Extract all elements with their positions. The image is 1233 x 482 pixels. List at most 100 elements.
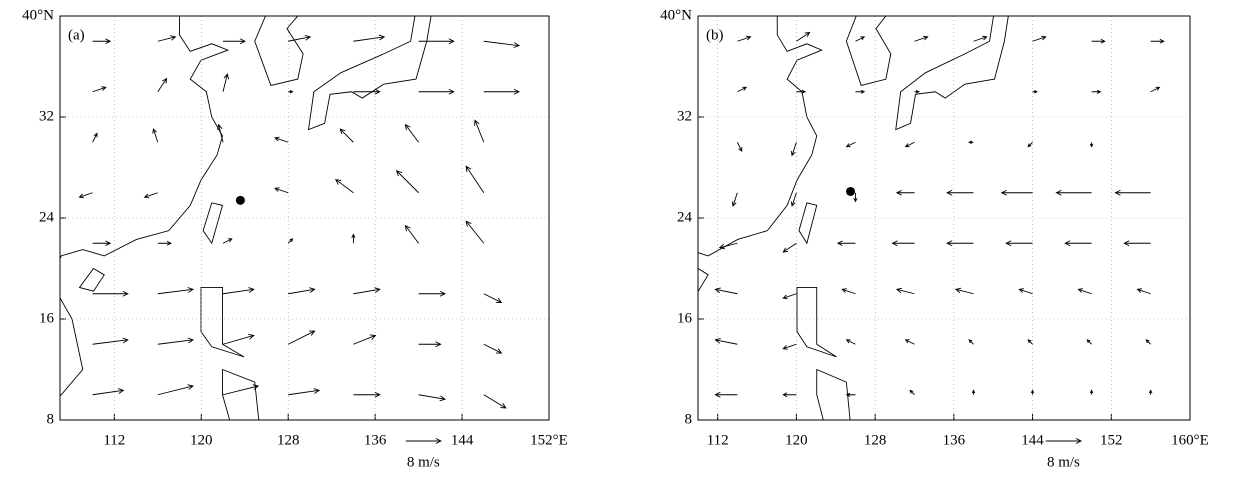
wind-vector [222,287,255,295]
wind-vector [404,123,419,143]
wind-vector [465,165,485,193]
wind-vector [855,89,866,94]
wind-vector [1089,389,1094,395]
wind-vector [92,290,129,297]
wind-vector [222,238,233,244]
coastlines [649,3,1009,432]
wind-vector [1027,141,1033,148]
reference-label: 8 m/s [1047,454,1080,470]
wind-vector [946,189,974,196]
wind-vector [845,339,856,345]
wind-vector [1064,240,1092,247]
wind-vector [855,36,866,42]
wind-vector [418,38,455,45]
x-tick-label: 144 [1021,432,1044,448]
wind-vector [954,287,974,295]
x-tick-label: 136 [364,432,387,448]
wind-vector [845,392,856,397]
y-tick-label: 40°N [660,7,692,23]
wind-vector [714,287,738,295]
wind-vector [465,220,485,244]
wind-vector [92,337,129,345]
wind-vector [1077,288,1092,295]
wind-vector [483,88,521,95]
wind-vector [718,242,738,250]
wind-vector [1027,339,1033,345]
wind-vector [92,132,98,143]
wind-vector [334,178,354,194]
wind-vector [895,190,915,196]
wind-vector [92,240,112,246]
panel-label: (b) [706,27,724,43]
wind-vector [418,290,447,297]
wind-vector [1032,90,1038,94]
x-tick-label: 120 [190,432,213,448]
wind-vector [418,394,446,402]
wind-vector [152,128,159,143]
wind-vector [353,287,381,295]
wind-vector [1145,339,1151,345]
wind-vector [157,337,194,345]
wind-vector [737,35,752,42]
wind-vector [395,170,419,194]
x-tick-label: 128 [864,432,887,448]
wind-vector [483,40,520,48]
wind-vector [836,240,856,246]
wind-vector [914,90,920,94]
wind-vector [474,119,485,143]
wind-vector [157,35,177,42]
wind-vector [1005,240,1033,247]
wind-vector [157,240,173,246]
x-tick-label: 112 [707,432,729,448]
wind-vector [288,34,312,42]
wind-vector [157,384,194,396]
wind-vector [157,77,168,92]
wind-vector [1091,89,1102,94]
wind-vector [353,334,377,345]
wind-vector [845,141,856,148]
wind-vector [1055,189,1092,196]
wind-vector [782,293,797,300]
wind-vector [853,192,858,203]
wind-vector [483,343,503,354]
wind-vector [968,339,974,345]
wind-vector [737,86,748,93]
x-tick-label: 128 [277,432,300,448]
wind-vector [782,242,797,253]
wind-vector [946,240,974,247]
point-marker [846,186,856,196]
wind-vector [968,140,974,144]
reference-vector [405,438,442,444]
wind-vector [287,238,294,244]
wind-vector [1150,86,1161,93]
wind-vector [1030,389,1035,395]
wind-vector [796,31,811,42]
wind-vector [287,330,316,345]
plot-frame [697,15,1191,421]
coastlines [40,3,432,432]
wind-vector [895,287,915,295]
x-tick-label: 152 [1100,432,1123,448]
wind-vector [217,123,224,143]
wind-vector [1114,189,1151,196]
wind-vector [909,389,915,396]
wind-vector [796,89,807,94]
wind-vector [1123,240,1151,247]
wind-vector [274,187,289,194]
wind-vector [222,333,255,345]
y-tick-label: 32 [677,108,692,124]
wind-vector [914,35,929,42]
wind-vector [351,233,356,244]
wind-vector [782,392,797,398]
wind-vector [143,192,158,199]
y-tick-label: 24 [677,209,693,225]
panel: 112 120 128 136 144 152°E 8 16 24 32 40°N (a) 8 m/s [22,7,568,470]
wind-vector [404,224,419,244]
wind-vector [1148,389,1153,395]
wind-vector [353,34,386,42]
wind-vector [78,192,93,199]
wind-vector [288,287,316,295]
wind-vector [714,337,738,345]
wind-vector [339,128,354,143]
